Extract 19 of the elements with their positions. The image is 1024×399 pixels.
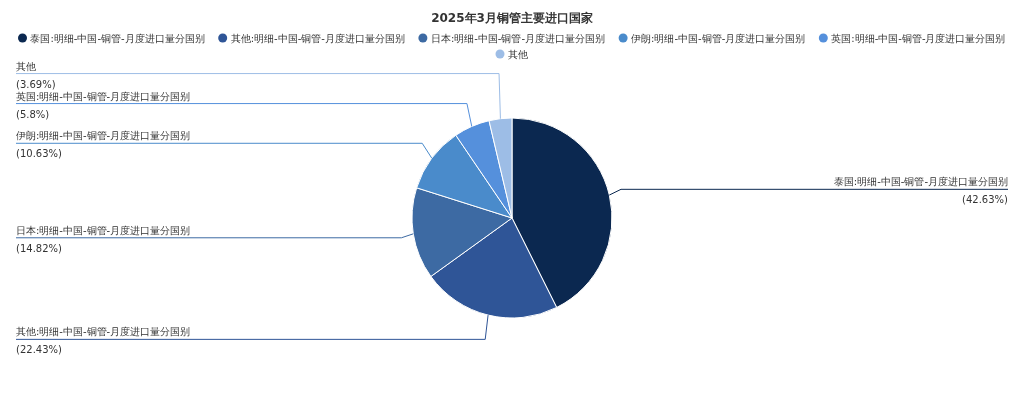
slice-label: 泰国:明细-中国-铜管-月度进口量分国别 bbox=[833, 176, 1008, 188]
data-label: (5.8%) bbox=[16, 108, 50, 120]
data-label: (42.63%) bbox=[962, 194, 1009, 206]
legend-label: 泰国:明细-中国-铜管-月度进口量分国别 bbox=[30, 33, 205, 44]
slice-label: 日本:明细-中国-铜管-月度进口量分国别 bbox=[16, 224, 191, 236]
slice-label: 伊朗:明细-中国-铜管-月度进口量分国别 bbox=[16, 130, 191, 142]
legend-label: 其他 bbox=[508, 49, 528, 60]
slice-label: 其他 bbox=[16, 60, 36, 72]
data-label: (22.43%) bbox=[16, 344, 63, 356]
data-label: (3.69%) bbox=[16, 78, 56, 90]
data-label: (10.63%) bbox=[16, 148, 63, 160]
legend-label: 伊朗:明细-中国-铜管-月度进口量分国别 bbox=[631, 33, 806, 44]
slice-label: 其他:明细-中国-铜管-月度进口量分国别 bbox=[16, 326, 191, 338]
legend-label: 英国:明细-中国-铜管-月度进口量分国别 bbox=[831, 33, 1006, 44]
data-label: (14.82%) bbox=[16, 242, 63, 254]
legend-label: 其他:明细-中国-铜管-月度进口量分国别 bbox=[230, 33, 405, 44]
chart-title: 2025年3月铜管主要进口国家 bbox=[431, 11, 593, 25]
legend-label: 日本:明细-中国-铜管-月度进口量分国别 bbox=[430, 33, 606, 44]
slice-label: 英国:明细-中国-铜管-月度进口量分国别 bbox=[16, 90, 191, 102]
